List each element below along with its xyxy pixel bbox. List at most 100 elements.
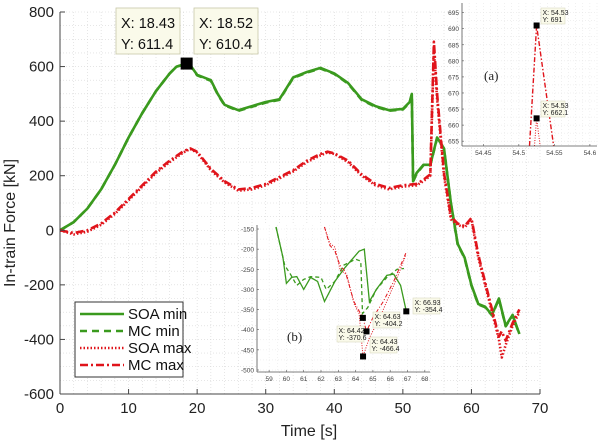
inset-b-x-tick-label: 65 xyxy=(369,376,377,383)
y-tick-label: 200 xyxy=(29,168,54,185)
inset-b-y-tick-label: -500 xyxy=(241,367,254,374)
inset-b-datatip-box xyxy=(412,297,441,315)
x-tick-label: 60 xyxy=(463,400,480,417)
inset-b-datatip-x: X: 64.42 xyxy=(339,328,365,335)
inset-b-soa-max-line xyxy=(324,226,407,357)
inset-a-x-tick-label: 54.5 xyxy=(513,150,526,157)
inset-a-label: (a) xyxy=(484,68,498,83)
inset-b-mc-max-line xyxy=(324,226,407,333)
datatip-x-label: X: 18.52 xyxy=(199,16,253,32)
legend-entry: MC min xyxy=(128,323,180,340)
inset-b-background xyxy=(257,225,430,372)
inset-a-y-tick-label: 680 xyxy=(448,58,459,65)
inset-a-datatip-box xyxy=(540,100,566,118)
datatip-box xyxy=(115,7,181,55)
series-group xyxy=(59,40,521,359)
y-axis-label: In-train Force [kN] xyxy=(2,159,19,287)
inset-b-x-tick-label: 60 xyxy=(283,376,291,383)
inset-a-x-tick-label: 54.6 xyxy=(584,150,597,157)
inset-b-x-tick-label: 67 xyxy=(404,376,412,383)
datatips: X: 18.43 Y: 611.4 X: 18.52 Y: 610.4 xyxy=(115,7,259,70)
inset-b-y-tick-label: -450 xyxy=(241,347,254,354)
legend-entry: SOA max xyxy=(128,340,192,357)
x-tick-label: 50 xyxy=(395,400,412,417)
inset-a-y-tick-label: 670 xyxy=(448,90,459,97)
inset-b-y-tick-label: -200 xyxy=(241,247,254,254)
inset-b-x-tick-label: 59 xyxy=(265,376,273,383)
inset-b-datatip-box xyxy=(369,336,398,354)
y-tick-label: -200 xyxy=(24,277,54,294)
inset-b-datatip-y: Y: -354.4 xyxy=(415,307,443,314)
inset-a-datatip-x: X: 54.53 xyxy=(543,103,569,110)
x-tick-label: 0 xyxy=(56,400,64,417)
inset-a-y-tick-label: 660 xyxy=(448,123,459,130)
y-tick-label: -400 xyxy=(24,331,54,348)
x-tick-label: 20 xyxy=(189,400,206,417)
inset-b-label: (b) xyxy=(287,329,302,344)
y-tick-label: 800 xyxy=(29,4,54,21)
inset-b-y-tick-label: -150 xyxy=(241,227,254,234)
inset-a: 54.45 54.5 54.55 54.6 655 660 665 670 675 680 685 6… xyxy=(448,3,598,157)
inset-a-y-tick-label: 695 xyxy=(448,10,459,17)
inset-b-datatip-y: Y: -404.2 xyxy=(375,321,403,328)
inset-b-y-tick-label: -300 xyxy=(241,287,254,294)
inset-a-y-tick-label: 685 xyxy=(448,42,459,49)
axes xyxy=(59,11,541,395)
inset-b-y-tick-label: -350 xyxy=(241,307,254,314)
y-tick-label: 0 xyxy=(46,222,54,239)
inset-b-datatip-marker xyxy=(359,314,366,321)
x-tick-label: 10 xyxy=(120,400,137,417)
inset-b: 59 60 61 62 63 64 65 66 67 68 -150 -200 -250 -300 -350… xyxy=(241,225,443,383)
inset-b-datatip-x: X: 64.43 xyxy=(372,339,398,346)
inset-b-datatip-marker xyxy=(360,353,367,360)
series-line-mc-min xyxy=(59,62,521,335)
inset-b-y-tick-label: -250 xyxy=(241,267,254,274)
x-tick-label: 40 xyxy=(326,400,343,417)
inset-a-datatip-marker xyxy=(533,22,540,29)
datatip-y-label: Y: 610.4 xyxy=(199,37,252,53)
inset-a-y-tick-label: 675 xyxy=(448,74,459,81)
inset-b-datatip-marker xyxy=(363,328,370,335)
inset-b-x-tick-label: 63 xyxy=(335,376,343,383)
inset-a-y-tick-label: 655 xyxy=(448,139,459,146)
x-axis-label: Time [s] xyxy=(281,423,337,440)
inset-b-x-tick-label: 68 xyxy=(421,376,429,383)
inset-a-datatip-y: Y: 662.1 xyxy=(543,110,569,117)
inset-a-datatip-y: Y: 691 xyxy=(543,17,563,24)
inset-b-datatip-marker xyxy=(403,308,410,315)
inset-b-x-tick-label: 62 xyxy=(317,376,325,383)
datatip-marker xyxy=(180,57,193,70)
y-tick-label: 600 xyxy=(29,59,54,76)
inset-a-x-tick-label: 54.55 xyxy=(546,150,563,157)
datatip-x-label: X: 18.43 xyxy=(121,16,175,32)
inset-b-datatip-x: X: 64.63 xyxy=(375,314,401,321)
inset-b-x-tick-label: 64 xyxy=(352,376,360,383)
x-tick-label: 70 xyxy=(532,400,549,417)
tick-labels: 0 10 20 30 40 50 60 70 -600 -400 -200 0 200 400 600 800 xyxy=(24,4,548,417)
y-tick-label: -600 xyxy=(24,386,54,403)
inset-b-datatip-box xyxy=(372,311,401,329)
inset-b-datatip-y: Y: -466.4 xyxy=(372,346,400,353)
inset-b-datatip-y: Y: -370.6 xyxy=(339,335,367,342)
inset-b-datatip-x: X: 66.93 xyxy=(415,300,441,307)
inset-a-datatip-box xyxy=(540,7,566,25)
inset-a-background xyxy=(462,3,597,146)
inset-b-x-tick-label: 61 xyxy=(300,376,308,383)
y-tick-label: 400 xyxy=(29,113,54,130)
datatip-box xyxy=(193,7,259,55)
inset-a-datatip-x: X: 54.53 xyxy=(543,10,569,17)
inset-a-datatip-marker xyxy=(533,115,540,122)
x-tick-label: 30 xyxy=(257,400,274,417)
inset-a-y-tick-label: 690 xyxy=(448,26,459,33)
inset-a-x-tick-label: 54.45 xyxy=(475,150,492,157)
inset-b-y-tick-label: -400 xyxy=(241,327,254,334)
series-line-mc-max xyxy=(59,40,521,342)
series-line-soa-max xyxy=(59,48,521,359)
legend-entry: MC max xyxy=(128,357,184,374)
datatip-y-label: Y: 611.4 xyxy=(121,37,173,53)
inset-a-y-tick-label: 665 xyxy=(448,107,459,114)
legend-entry: SOA min xyxy=(128,306,187,323)
inset-b-x-tick-label: 66 xyxy=(387,376,395,383)
